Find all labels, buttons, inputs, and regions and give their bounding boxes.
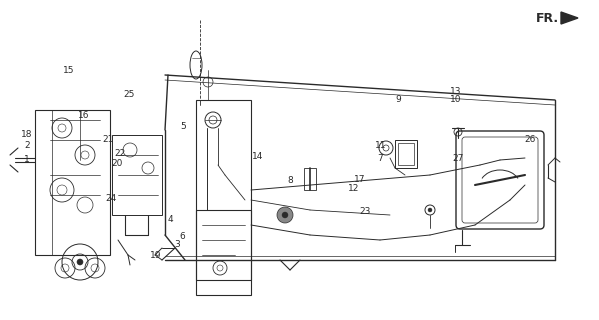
Text: 12: 12 (348, 184, 359, 193)
Bar (304, 168, 316, 190)
Text: 10: 10 (449, 95, 461, 104)
Text: 17: 17 (353, 175, 365, 184)
Text: 5: 5 (180, 122, 186, 131)
Text: FR.: FR. (536, 12, 559, 25)
Text: 3: 3 (174, 240, 180, 249)
Circle shape (77, 259, 83, 265)
Text: 19: 19 (150, 252, 162, 260)
Text: 7: 7 (377, 154, 383, 163)
Text: 9: 9 (395, 95, 401, 104)
Text: 15: 15 (63, 66, 75, 75)
Text: 18: 18 (21, 130, 33, 139)
Text: 11: 11 (374, 141, 386, 150)
Text: 8: 8 (288, 176, 294, 185)
Text: 26: 26 (525, 135, 536, 144)
Text: 23: 23 (360, 207, 371, 216)
Text: 13: 13 (449, 87, 461, 96)
Bar (395, 140, 417, 168)
Bar (35, 110, 110, 255)
Text: 22: 22 (114, 149, 125, 158)
Text: 6: 6 (180, 232, 186, 241)
Text: 14: 14 (252, 152, 263, 161)
Circle shape (277, 207, 293, 223)
Text: 24: 24 (105, 194, 116, 203)
Text: 1: 1 (24, 156, 30, 164)
Polygon shape (561, 12, 578, 24)
Bar (196, 210, 251, 280)
Circle shape (428, 208, 432, 212)
Text: 27: 27 (453, 154, 464, 163)
Text: 4: 4 (168, 215, 174, 224)
Text: 20: 20 (111, 159, 122, 168)
Circle shape (282, 212, 288, 218)
Text: 16: 16 (78, 111, 90, 120)
Bar (112, 135, 162, 215)
Text: 2: 2 (24, 141, 30, 150)
Bar (196, 100, 251, 295)
Text: 25: 25 (123, 90, 134, 99)
Bar (398, 143, 414, 165)
Text: 21: 21 (102, 135, 113, 144)
